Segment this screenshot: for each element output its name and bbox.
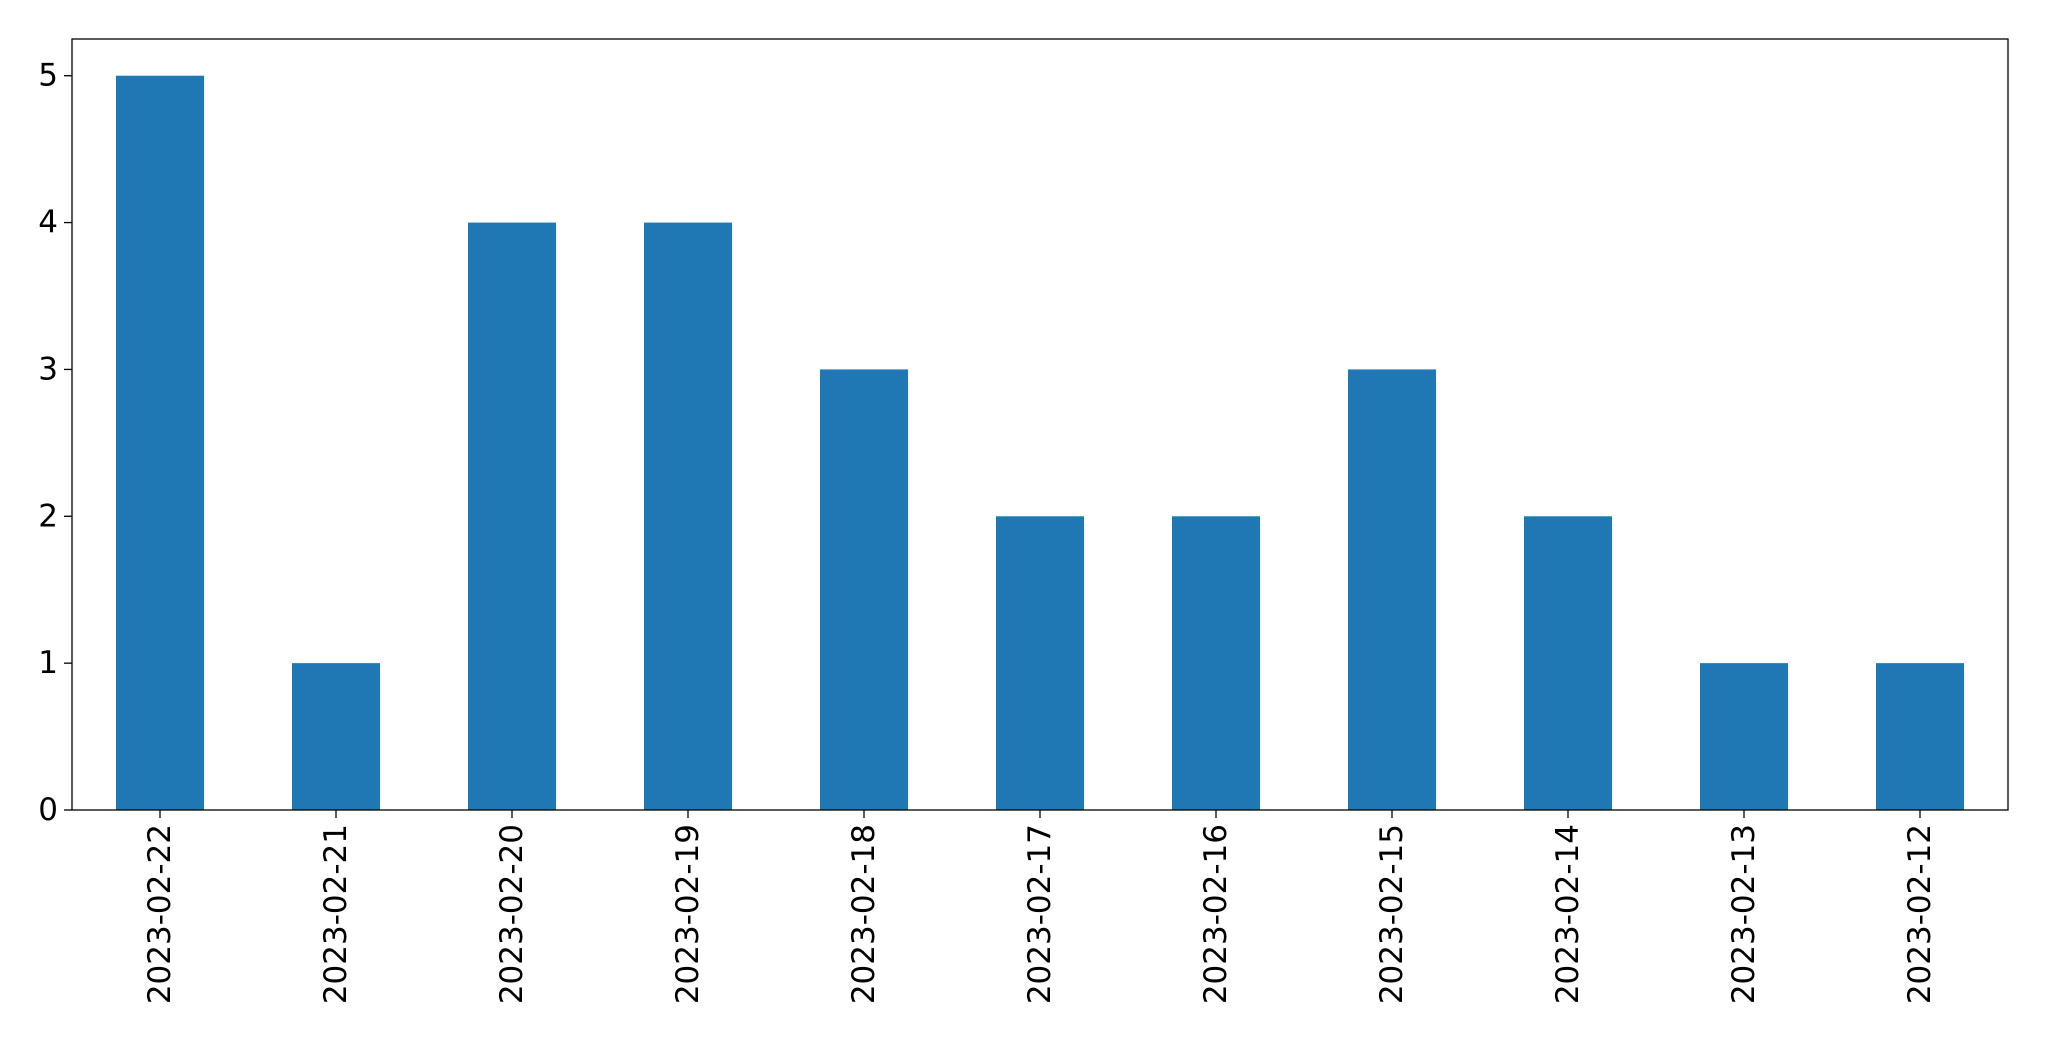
y-tick-label: 3 — [38, 351, 58, 387]
x-tick-label: 2023-02-16 — [1198, 824, 1234, 1004]
x-tick-label: 2023-02-19 — [670, 824, 706, 1004]
plot-frame — [71, 38, 2009, 811]
x-tick-label: 2023-02-15 — [1374, 824, 1410, 1004]
x-tick-label: 2023-02-12 — [1902, 824, 1938, 1004]
bar — [468, 222, 556, 811]
x-tick-label: 2023-02-17 — [1022, 824, 1058, 1004]
y-tick-label: 5 — [38, 58, 58, 94]
bar — [644, 222, 732, 811]
x-tick-label: 2023-02-20 — [494, 824, 530, 1004]
bar — [1348, 369, 1436, 810]
bar — [1876, 663, 1964, 810]
x-tick-label: 2023-02-21 — [318, 824, 354, 1004]
x-tick-label: 2023-02-18 — [846, 824, 882, 1004]
bar — [1700, 663, 1788, 810]
y-tick-label: 1 — [38, 645, 58, 681]
x-tick-label: 2023-02-22 — [142, 824, 178, 1004]
bar — [116, 75, 204, 810]
y-tick-label: 0 — [38, 792, 58, 828]
x-tick-label: 2023-02-14 — [1550, 824, 1586, 1004]
x-tick-label: 2023-02-13 — [1726, 824, 1762, 1004]
bar — [1172, 516, 1260, 810]
y-tick-label: 4 — [38, 205, 58, 241]
bar — [292, 663, 380, 810]
bar — [1524, 516, 1612, 810]
bar — [996, 516, 1084, 810]
bar — [820, 369, 908, 810]
y-tick-label: 2 — [38, 498, 58, 534]
